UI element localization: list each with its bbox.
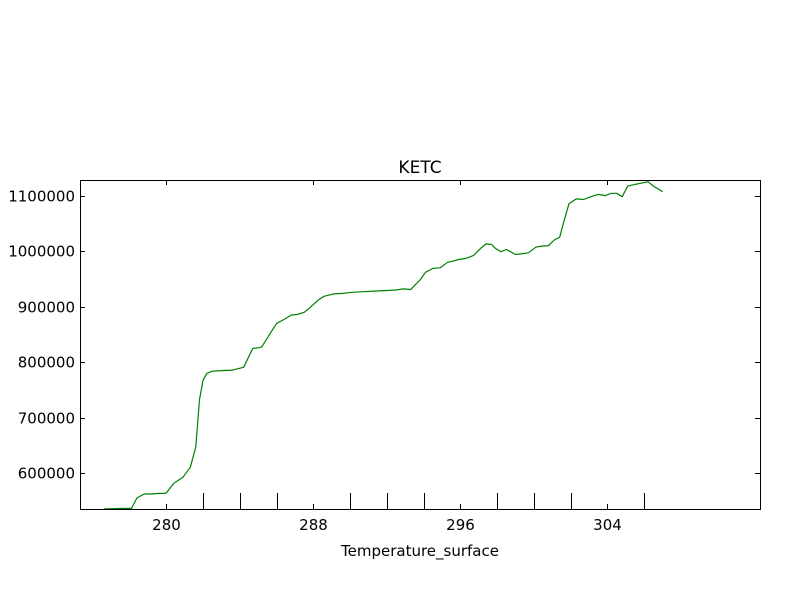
y-tick-label: 600000 <box>18 465 75 483</box>
plot-frame <box>80 180 761 510</box>
x-tick-label: 280 <box>152 516 181 534</box>
x-axis-label: Temperature_surface <box>340 542 499 561</box>
series-line-0 <box>103 181 663 510</box>
x-tick-label: 296 <box>446 516 475 534</box>
chart-title: KETC <box>398 158 441 178</box>
y-tick-label: 1000000 <box>8 243 75 261</box>
y-tick-label: 700000 <box>18 410 75 428</box>
y-tick-label: 800000 <box>18 354 75 372</box>
x-tick-label: 288 <box>299 516 328 534</box>
x-tick-label: 304 <box>593 516 622 534</box>
y-axis: 600000 700000 800000 900000 1000000 1100000 <box>8 188 760 483</box>
y-tick-label: 900000 <box>18 299 75 317</box>
x-axis: 280 288 296 304 <box>152 180 645 534</box>
plot-area <box>103 181 663 510</box>
y-tick-label: 1100000 <box>8 188 75 206</box>
